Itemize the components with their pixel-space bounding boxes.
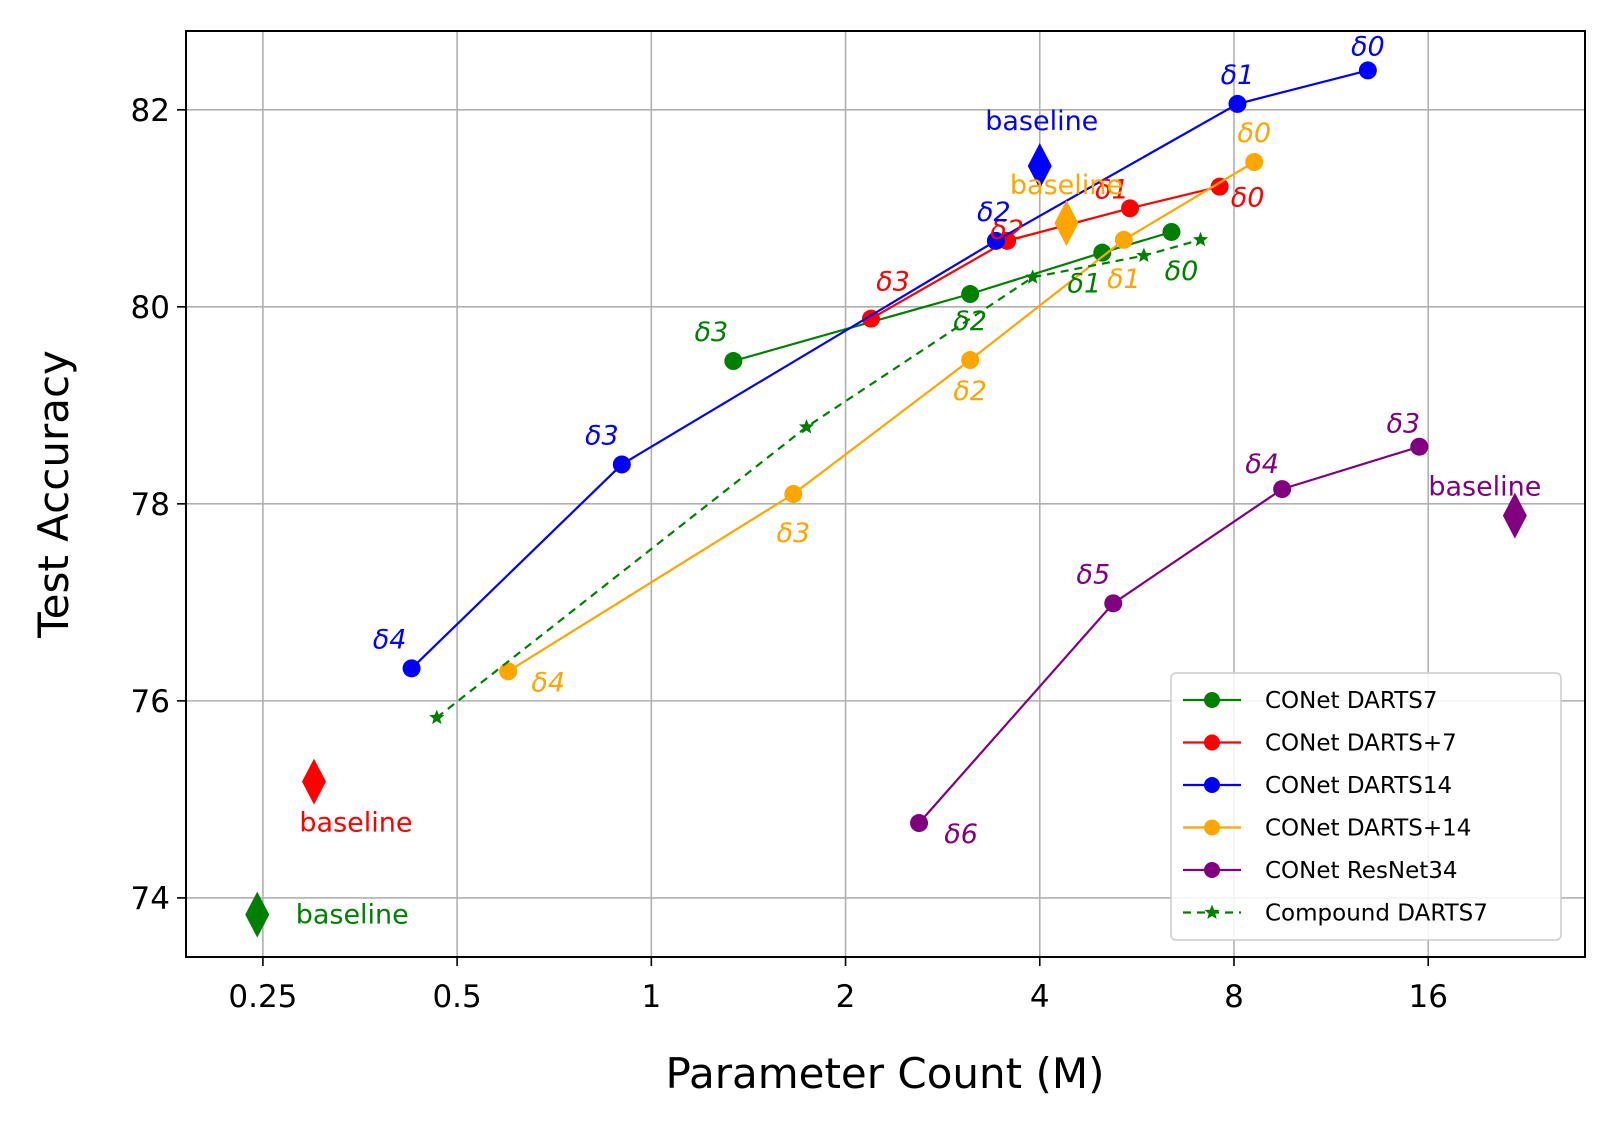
baseline-marker: [1027, 142, 1052, 189]
data-point: [1210, 177, 1229, 196]
x-tick-label: 4: [1030, 979, 1050, 1015]
legend-entry: CONet ResNet34: [1265, 858, 1458, 884]
data-point: [784, 485, 803, 503]
data-point-label: δ3: [694, 317, 728, 348]
legend-entry: CONet DARTS+7: [1265, 731, 1457, 757]
x-tick-label: 0.5: [432, 979, 481, 1015]
baseline-marker: [301, 758, 326, 805]
baseline-label: baseline: [299, 808, 412, 839]
legend-entry: Compound DARTS7: [1265, 901, 1488, 927]
data-point: [961, 351, 980, 370]
data-point-label: δ4: [531, 667, 565, 698]
data-point-label: δ2: [990, 215, 1024, 246]
baseline-label: baseline: [985, 106, 1098, 137]
data-point: [1410, 437, 1429, 456]
y-tick-label: 76: [131, 684, 170, 720]
data-point: [986, 231, 1005, 250]
legend-marker: [1204, 862, 1220, 878]
data-point-label: δ4: [373, 624, 407, 655]
data-point: [1104, 594, 1123, 613]
data-point-star: [1136, 247, 1152, 263]
data-point: [961, 285, 980, 304]
baseline-marker: [1502, 492, 1527, 539]
legend-box: [1170, 672, 1562, 941]
data-point: [499, 662, 518, 681]
data-point: [1245, 153, 1264, 172]
series-line: [918, 445, 1420, 824]
legend-marker-star: [1204, 904, 1220, 919]
data-point-label: δ3: [1386, 409, 1420, 440]
axis-ticks: 0.25 0.5 1 2 4 8 16 74 76 78 80 82: [131, 93, 1448, 1015]
y-tick-label: 74: [131, 881, 170, 917]
data-point-label: δ1: [1221, 60, 1255, 91]
grid: [186, 31, 1585, 957]
legend-marker: [1204, 819, 1220, 836]
x-tick-label: 8: [1224, 979, 1244, 1015]
data-point-label: δ1: [1107, 264, 1141, 295]
data-point-label: δ0: [1237, 118, 1271, 149]
y-axis-label: Test Accuracy: [29, 350, 78, 639]
y-tick-label: 80: [131, 290, 170, 326]
data-point-label: δ3: [876, 267, 910, 298]
legend-marker: [1204, 777, 1220, 793]
point-labels: δ3 δ2 δ1 δ0 baseline δ3 δ2 δ1 δ0 baseline δ4 δ3 δ2 δ1…: [296, 31, 1542, 930]
y-tick-label: 78: [131, 487, 170, 523]
data-point-label: δ2: [953, 376, 987, 407]
data-point-star: [429, 709, 445, 725]
data-point: [612, 455, 631, 474]
data-point-star: [1192, 231, 1209, 247]
data-point: [1228, 94, 1247, 113]
data-point: [1093, 243, 1112, 262]
data-point-star: [798, 419, 815, 434]
data-point-label: δ0: [1165, 256, 1199, 287]
baseline-label: baseline: [1428, 472, 1541, 503]
legend: CONet DARTS7 CONet DARTS+7 CONet DARTS14 CO…: [1170, 672, 1562, 941]
data-point: [1273, 480, 1292, 499]
x-tick-label: 2: [836, 979, 856, 1015]
y-tick-label: 82: [131, 93, 170, 129]
data-point-label: δ5: [1076, 559, 1110, 590]
data-point-label: δ1: [1095, 174, 1129, 205]
data-point-label: δ3: [776, 518, 810, 549]
data-point-label: δ0: [1231, 183, 1265, 214]
data-point-label: δ3: [585, 420, 619, 451]
x-tick-label: 16: [1408, 979, 1447, 1015]
data-point-label: δ4: [1245, 449, 1279, 480]
data-point: [1162, 222, 1181, 241]
baseline-label: baseline: [296, 900, 409, 931]
plot-frame: [185, 30, 1586, 958]
data-point-label: δ6: [944, 819, 978, 850]
data-point: [724, 352, 743, 371]
x-tick-label: 1: [641, 979, 661, 1015]
data-point: [1114, 230, 1133, 249]
series-line: [436, 238, 1201, 719]
data-point: [861, 309, 880, 328]
data-point-label: δ2: [977, 197, 1011, 228]
baseline-label: baseline: [1010, 170, 1123, 201]
legend-marker: [1204, 734, 1220, 751]
legend-entry: CONet DARTS+14: [1265, 816, 1471, 842]
data-point-star: [1025, 269, 1041, 284]
legend-marker: [1204, 692, 1220, 708]
x-tick-label: 0.25: [228, 979, 297, 1015]
legend-entry: CONet DARTS14: [1265, 773, 1452, 799]
data-point-label: δ0: [1351, 31, 1385, 62]
data-point-label: δ2: [953, 306, 987, 337]
baseline-marker: [245, 891, 270, 938]
x-axis-label: Parameter Count (M): [666, 1049, 1105, 1098]
series-group: [245, 61, 1527, 938]
data-point: [1358, 61, 1377, 80]
legend-entry: CONet DARTS7: [1265, 688, 1437, 714]
data-point: [1121, 199, 1140, 218]
data-point: [402, 659, 421, 678]
data-point-label: δ1: [1067, 269, 1101, 300]
baseline-marker: [1054, 200, 1079, 247]
data-point: [910, 814, 929, 833]
